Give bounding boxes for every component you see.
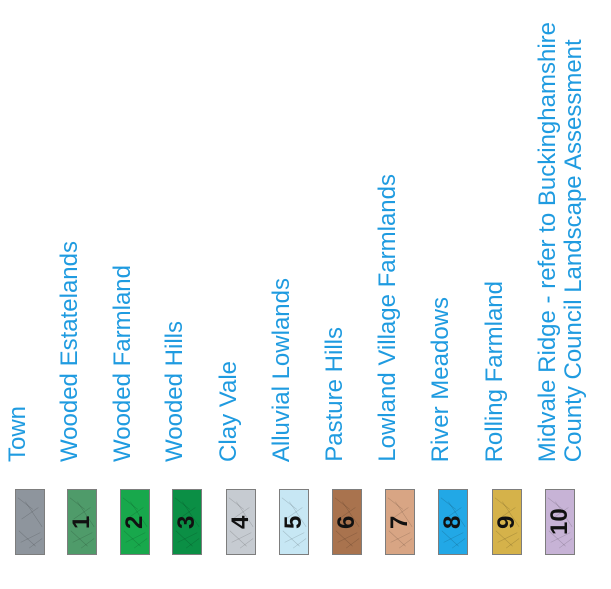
- legend-label-10-line-2: County Council Landscape Assessment: [560, 39, 587, 462]
- swatch-texture: [17, 497, 43, 549]
- legend-number-6: 6: [333, 515, 360, 529]
- legend-item-6: Pasture Hills 6: [321, 0, 372, 589]
- legend-item-8: River Meadows 8: [427, 0, 478, 589]
- swatch-texture: [281, 497, 307, 549]
- legend-number-1: 1: [68, 515, 95, 529]
- legend-label-town: Town: [4, 405, 31, 462]
- legend-label-3: Wooded Hills: [161, 321, 188, 462]
- legend-swatch-5: 5: [279, 489, 309, 555]
- legend-label-9: Rolling Farmland: [481, 280, 508, 462]
- legend-swatch-10: 10: [545, 489, 575, 555]
- legend-item-10: Midvale Ridge - refer to Buckinghamshire…: [534, 0, 605, 589]
- legend-swatch-7: 7: [385, 489, 415, 555]
- legend-number-9: 9: [493, 515, 520, 529]
- legend-item-town: Town: [4, 0, 55, 589]
- legend-number-5: 5: [280, 515, 307, 529]
- legend-swatch-4: 4: [226, 489, 256, 555]
- legend-item-5: Alluvial Lowlands 5: [268, 0, 319, 589]
- legend-item-3: Wooded Hills 3: [161, 0, 212, 589]
- legend-number-8: 8: [439, 515, 466, 529]
- swatch-texture: [69, 497, 95, 549]
- legend-label-5: Alluvial Lowlands: [268, 277, 295, 462]
- swatch-texture: [174, 497, 200, 549]
- legend-item-7: Lowland Village Farmlands 7: [374, 0, 425, 589]
- legend-number-3: 3: [173, 515, 200, 529]
- legend-number-10: 10: [546, 508, 573, 536]
- legend-swatch-3: 3: [172, 489, 202, 555]
- swatch-texture: [387, 497, 413, 549]
- swatch-texture: [547, 497, 573, 549]
- legend-swatch-1: 1: [67, 489, 97, 555]
- legend-item-4: Clay Vale 4: [215, 0, 266, 589]
- legend-label-6: Pasture Hills: [321, 327, 348, 462]
- legend-swatch-6: 6: [332, 489, 362, 555]
- legend-item-1: Wooded Estatelands 1: [56, 0, 107, 589]
- legend-number-7: 7: [386, 515, 413, 529]
- legend-label-7: Lowland Village Farmlands: [374, 174, 401, 462]
- legend-swatch-2: 2: [120, 489, 150, 555]
- legend-item-9: Rolling Farmland 9: [481, 0, 532, 589]
- legend-item-2: Wooded Farmland 2: [109, 0, 160, 589]
- swatch-texture: [228, 497, 254, 549]
- legend-label-8: River Meadows: [427, 296, 454, 462]
- swatch-texture: [440, 497, 466, 549]
- legend-label-10: Midvale Ridge - refer to Buckinghamshire…: [534, 21, 591, 462]
- legend-number-4: 4: [227, 515, 254, 529]
- swatch-texture: [334, 497, 360, 549]
- legend-number-2: 2: [121, 515, 148, 529]
- swatch-texture: [494, 497, 520, 549]
- legend-label-10-line-1: Midvale Ridge - refer to Buckinghamshire: [534, 21, 561, 462]
- swatch-texture: [122, 497, 148, 549]
- legend-label-1: Wooded Estatelands: [56, 240, 83, 462]
- legend-swatch-9: 9: [492, 489, 522, 555]
- legend-label-2: Wooded Farmland: [109, 265, 136, 462]
- legend-swatch-town: [15, 489, 45, 555]
- legend-swatch-8: 8: [438, 489, 468, 555]
- legend-label-4: Clay Vale: [215, 361, 242, 462]
